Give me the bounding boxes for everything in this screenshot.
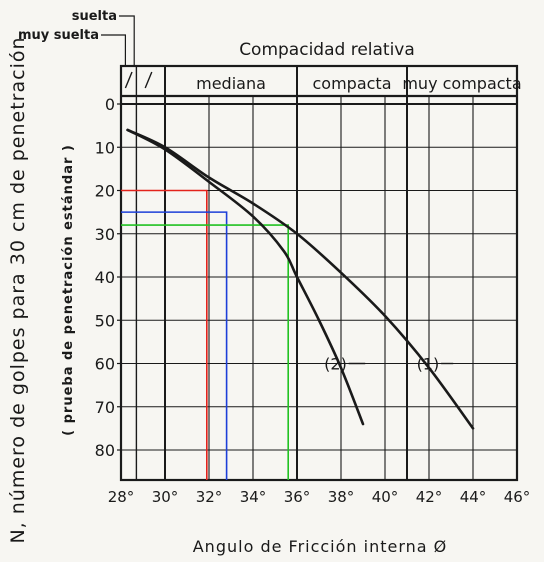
callout-muy-suelta: muy suelta [18,28,99,43]
callout-suelta: suelta [72,9,117,24]
series-label: (1) [417,355,440,374]
muy-suelta-mark [144,71,153,89]
band-label: compacta [312,74,391,93]
band-label: mediana [196,74,266,93]
band-label: muy compacta [402,74,521,93]
x-tick-label: 36° [284,488,311,506]
series-label: (2) [324,355,347,374]
callout-leader-suelta [119,15,135,66]
x-tick-label: 32° [196,488,223,506]
reference-lines [121,189,290,480]
suelta-mark [124,71,133,89]
y-axis-title: N, número de golpes para 30 cm de penetr… [7,36,29,543]
x-tick-label: 34° [240,488,267,506]
y-tick-label: 50 [95,311,115,330]
x-tick-label: 46° [504,488,531,506]
x-tick-label: 40° [372,488,399,506]
grid [117,96,517,480]
series-curve [126,128,475,430]
y-tick-label: 60 [95,355,115,374]
y-axis-subtitle: ( prueba de penetración estándar ) [61,144,76,436]
reference-line [121,189,208,480]
reference-line [121,224,290,480]
x-tick-label: 38° [328,488,355,506]
labels: mediana compacta muy compacta (2) (1) 0 10 20 30… [7,9,530,556]
y-tick-label: 0 [105,95,115,114]
curves [126,128,475,430]
compaction-band-layer [119,64,519,482]
y-tick-label: 30 [95,225,115,244]
x-tick-label: 42° [416,488,443,506]
chart-title: Compacidad relativa [239,40,415,60]
x-tick-label: 44° [460,488,487,506]
y-tick-label: 80 [95,441,115,460]
x-tick-label: 28° [108,488,135,506]
y-tick-label: 70 [95,398,115,417]
reference-line [121,211,228,480]
series-curve [126,128,365,426]
x-axis-title: Angulo de Fricción interna Ø [193,537,448,556]
y-tick-label: 10 [95,138,115,157]
callout-leader-muy-suelta [101,34,127,66]
x-tick-label: 30° [152,488,179,506]
plot-frame [119,64,519,482]
y-tick-label: 20 [95,182,115,201]
y-tick-label: 40 [95,268,115,287]
